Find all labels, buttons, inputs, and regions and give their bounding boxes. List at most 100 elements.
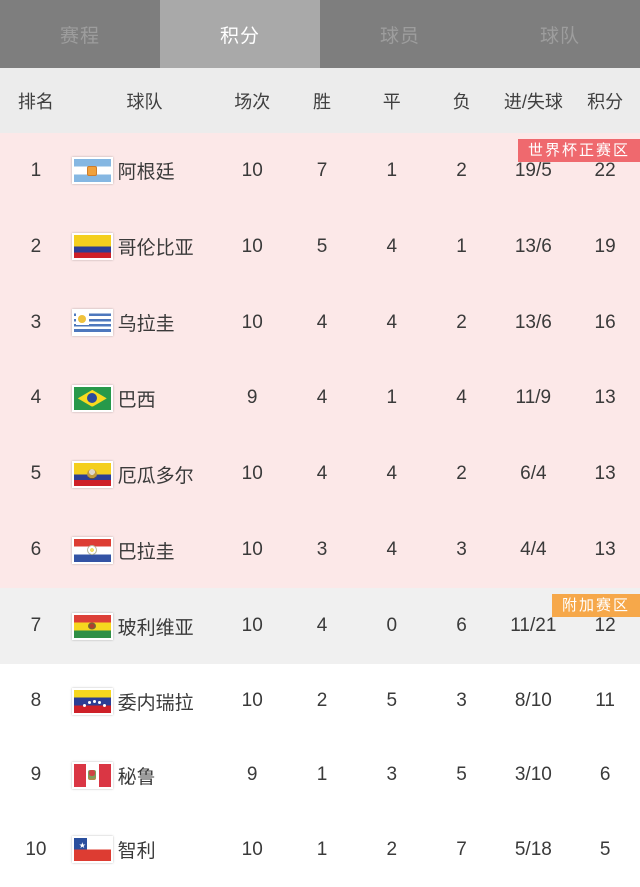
loss-cell: 3 [456,539,467,561]
rank-cell: 2 [30,235,42,257]
flag-cell [71,309,118,337]
draw-cell: 4 [386,311,398,333]
world-cup-zone-badge: 世界杯正赛区 [517,139,640,162]
flag-cell [71,384,118,412]
team-name: 乌拉圭 [117,314,175,336]
table-row[interactable]: 7 玻利维亚 10 4 0 6 11/21 12 [0,588,640,664]
team-name: 阿根廷 [117,162,175,184]
draw-cell: 1 [386,159,398,181]
header-cell-draw: 平 [382,91,401,112]
draw-cell: 2 [386,838,398,860]
goals-cell: 13/6 [514,235,552,257]
points-cell: 19 [594,235,616,257]
team-name: 玻利维亚 [117,617,194,639]
goals-cell: 5/18 [514,838,552,860]
flag-cell [71,612,118,640]
header-cell-goals: 进/失球 [503,91,563,112]
flag-cell [71,836,118,864]
rank-cell: 4 [30,387,42,409]
rank-cell: 5 [30,463,42,485]
goals-cell: 19/5 [514,159,552,181]
chile-flag-icon [71,836,113,864]
zone-playoff: 附加赛区 7 玻利维亚 10 4 0 6 11/21 12 [0,588,640,664]
draw-cell: 4 [386,539,398,561]
draw-cell: 4 [386,463,398,485]
standings-header: 排名 球队 场次 胜 平 负 进/失球 积分 [0,68,640,133]
loss-cell: 3 [456,690,467,712]
header-cell-team: 球队 [126,91,163,112]
table-row[interactable]: 4 巴西 9 4 1 4 11/9 13 [0,360,640,436]
rank-cell: 10 [25,838,47,860]
win-cell: 1 [316,764,328,786]
header-cell-points: 积分 [587,91,624,112]
played-cell: 9 [246,387,258,409]
tab-schedule[interactable]: 赛程 [59,25,100,47]
flag-cell [71,460,118,488]
flag-cell [71,536,118,564]
win-cell: 3 [316,539,328,561]
team-name: 秘鲁 [117,766,156,788]
goals-cell: 3/10 [514,764,552,786]
played-cell: 10 [241,235,263,257]
table-row[interactable]: 10 智利 10 1 2 7 5/18 5 [0,813,640,887]
zone-world-cup: 世界杯正赛区 1 阿根廷 10 7 1 2 19/5 22 2 哥伦比亚 10 … [0,133,640,588]
flag-cell [71,157,118,185]
goals-cell: 11/21 [510,615,557,636]
tab-players[interactable]: 球员 [379,25,420,47]
win-cell: 4 [316,615,328,636]
rank-cell: 8 [30,690,42,712]
table-row[interactable]: 5 厄瓜多尔 10 4 4 2 6/4 13 [0,436,640,512]
header-cell-rank: 排名 [17,91,54,112]
loss-cell: 5 [456,764,467,786]
loss-cell: 7 [456,838,467,860]
goals-cell: 8/10 [514,690,552,712]
win-cell: 4 [316,387,328,409]
venezuela-flag-icon [71,687,113,715]
draw-cell: 3 [386,764,398,786]
win-cell: 4 [316,311,328,333]
rank-cell: 9 [30,764,42,786]
points-cell: 13 [594,463,616,485]
win-cell: 2 [316,690,328,712]
played-cell: 10 [241,311,263,333]
team-name: 委内瑞拉 [117,692,194,714]
table-row[interactable]: 9 秘鲁 9 1 3 5 3/10 6 [0,738,640,812]
loss-cell: 6 [456,615,467,636]
ecuador-flag-icon [71,460,113,488]
team-name: 巴拉圭 [117,541,175,563]
colombia-flag-icon [71,233,113,261]
table-row[interactable]: 2 哥伦比亚 10 5 4 1 13/6 19 [0,209,640,285]
table-row[interactable]: 6 巴拉圭 10 3 4 3 4/4 13 [0,512,640,588]
points-cell: 6 [599,764,611,786]
table-row[interactable]: 8 委内瑞拉 10 2 5 3 8/10 11 [0,664,640,738]
played-cell: 10 [241,159,263,181]
rank-cell: 3 [30,311,42,333]
rank-cell: 7 [30,615,42,636]
played-cell: 10 [241,690,263,712]
draw-cell: 1 [386,387,398,409]
tab-standings[interactable]: 积分 [160,0,320,68]
played-cell: 9 [246,764,258,786]
rank-cell: 6 [30,539,42,561]
paraguay-flag-icon [71,536,113,564]
table-row[interactable]: 3 乌拉圭 10 4 4 2 13/6 16 [0,285,640,361]
zone-default: 8 委内瑞拉 10 2 5 3 8/10 11 9 秘鲁 9 1 3 5 3/1… [0,664,640,887]
played-cell: 10 [241,615,263,636]
goals-cell: 4/4 [520,539,547,561]
tab-bar: 赛程 积分 球员 球队 [0,0,640,68]
table-row[interactable]: 1 阿根廷 10 7 1 2 19/5 22 [0,133,640,209]
uruguay-flag-icon [71,309,113,337]
played-cell: 10 [241,539,263,561]
tab-teams[interactable]: 球队 [539,25,580,47]
win-cell: 5 [316,235,328,257]
goals-cell: 6/4 [520,463,547,485]
points-cell: 12 [594,615,616,636]
goals-cell: 13/6 [514,311,552,333]
loss-cell: 2 [456,463,467,485]
goals-cell: 11/9 [515,387,552,409]
played-cell: 10 [241,838,263,860]
header-cell-loss: 负 [452,91,471,112]
played-cell: 10 [241,463,263,485]
loss-cell: 2 [456,311,467,333]
header-cell-win: 胜 [313,91,331,112]
